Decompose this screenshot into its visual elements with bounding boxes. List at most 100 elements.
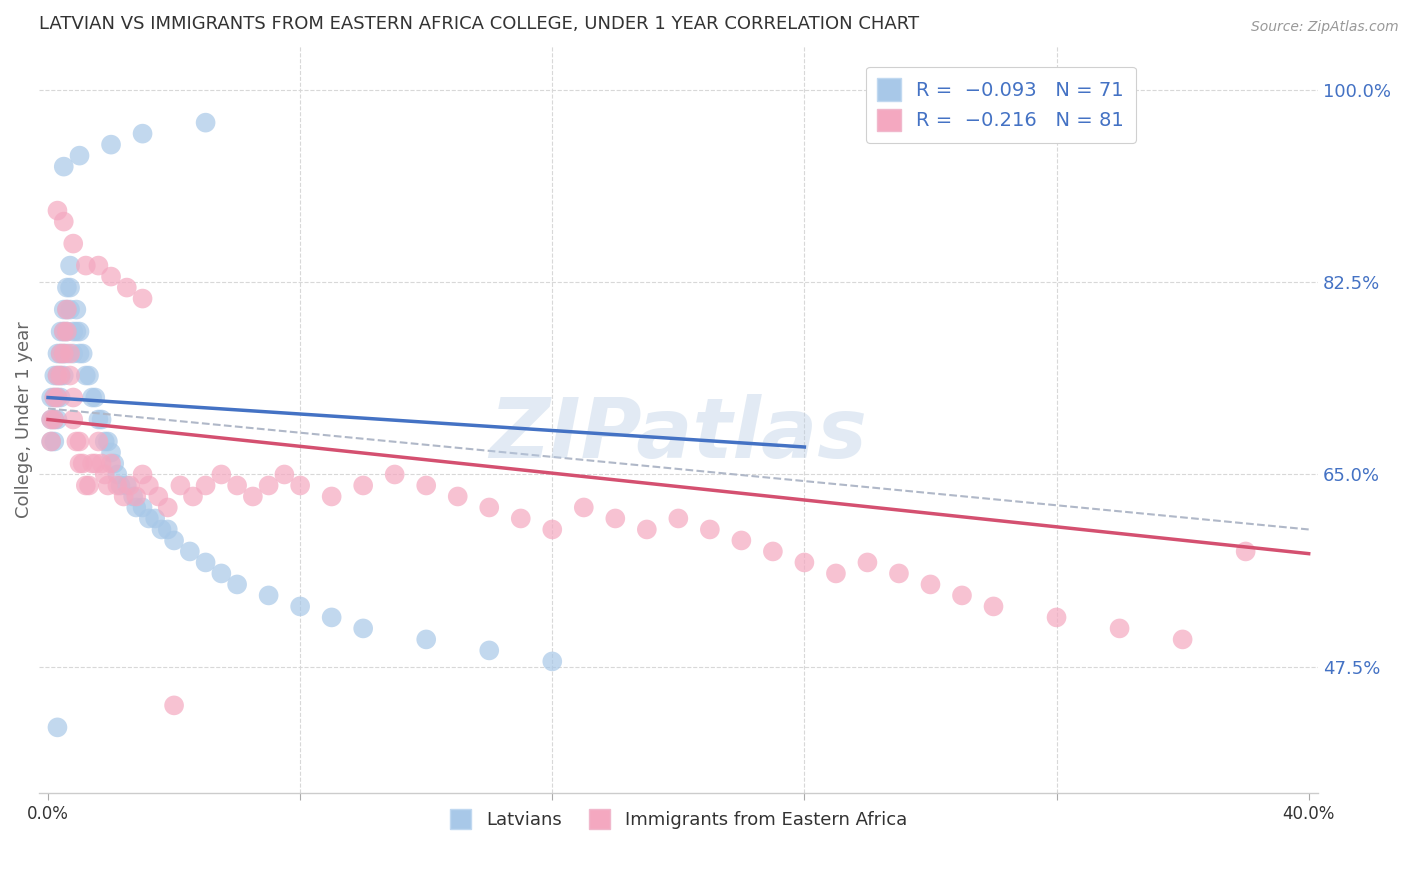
Point xyxy=(105,467,128,482)
Point xyxy=(415,478,437,492)
Point xyxy=(447,490,470,504)
Point xyxy=(49,325,72,339)
Point xyxy=(194,115,217,129)
Point xyxy=(87,259,110,273)
Point xyxy=(920,577,942,591)
Point xyxy=(56,346,79,360)
Point xyxy=(209,467,232,482)
Point xyxy=(46,391,69,405)
Point xyxy=(52,346,75,360)
Point xyxy=(321,610,343,624)
Point xyxy=(181,490,204,504)
Point xyxy=(59,302,82,317)
Point xyxy=(131,467,153,482)
Point xyxy=(97,478,120,492)
Point xyxy=(69,346,91,360)
Point xyxy=(93,434,115,449)
Point xyxy=(105,478,128,492)
Point xyxy=(478,643,501,657)
Point xyxy=(69,148,91,162)
Point xyxy=(100,445,122,459)
Point xyxy=(69,434,91,449)
Point xyxy=(636,523,658,537)
Point xyxy=(46,412,69,426)
Point xyxy=(273,467,295,482)
Point xyxy=(62,346,84,360)
Point xyxy=(115,280,138,294)
Point xyxy=(59,368,82,383)
Point xyxy=(97,434,120,449)
Point xyxy=(56,280,79,294)
Point xyxy=(72,346,94,360)
Point xyxy=(131,500,153,515)
Point xyxy=(52,368,75,383)
Point xyxy=(194,556,217,570)
Point xyxy=(62,236,84,251)
Point xyxy=(82,457,104,471)
Point xyxy=(1171,632,1194,647)
Point xyxy=(138,478,160,492)
Point xyxy=(44,434,66,449)
Point xyxy=(983,599,1005,614)
Point xyxy=(65,302,87,317)
Point xyxy=(59,280,82,294)
Point xyxy=(156,500,179,515)
Point xyxy=(825,566,848,581)
Point xyxy=(93,467,115,482)
Point xyxy=(49,346,72,360)
Point xyxy=(69,457,91,471)
Point xyxy=(143,511,166,525)
Point xyxy=(856,556,879,570)
Point xyxy=(44,391,66,405)
Point xyxy=(100,137,122,152)
Point xyxy=(52,346,75,360)
Point xyxy=(75,259,97,273)
Point xyxy=(179,544,201,558)
Point xyxy=(77,478,100,492)
Point xyxy=(39,412,62,426)
Point xyxy=(44,391,66,405)
Point xyxy=(242,490,264,504)
Y-axis label: College, Under 1 year: College, Under 1 year xyxy=(15,321,32,518)
Point xyxy=(52,302,75,317)
Point xyxy=(793,556,815,570)
Point xyxy=(72,457,94,471)
Point xyxy=(39,391,62,405)
Point xyxy=(52,214,75,228)
Point xyxy=(100,457,122,471)
Point xyxy=(82,391,104,405)
Point xyxy=(666,511,689,525)
Point xyxy=(46,368,69,383)
Point xyxy=(65,434,87,449)
Point xyxy=(112,490,135,504)
Legend: Latvians, Immigrants from Eastern Africa: Latvians, Immigrants from Eastern Africa xyxy=(443,801,914,837)
Point xyxy=(65,325,87,339)
Point xyxy=(44,412,66,426)
Point xyxy=(52,160,75,174)
Point xyxy=(762,544,785,558)
Point xyxy=(46,391,69,405)
Point xyxy=(131,292,153,306)
Point xyxy=(226,577,249,591)
Point xyxy=(90,457,112,471)
Point xyxy=(49,368,72,383)
Point xyxy=(44,368,66,383)
Point xyxy=(56,325,79,339)
Point xyxy=(541,523,564,537)
Point xyxy=(194,478,217,492)
Point xyxy=(46,720,69,734)
Point xyxy=(62,325,84,339)
Point xyxy=(87,434,110,449)
Point xyxy=(209,566,232,581)
Point xyxy=(478,500,501,515)
Point xyxy=(103,457,125,471)
Point xyxy=(56,302,79,317)
Text: Source: ZipAtlas.com: Source: ZipAtlas.com xyxy=(1251,20,1399,34)
Point xyxy=(352,622,374,636)
Point xyxy=(62,412,84,426)
Point xyxy=(352,478,374,492)
Point xyxy=(321,490,343,504)
Point xyxy=(56,302,79,317)
Point xyxy=(84,391,107,405)
Point xyxy=(49,346,72,360)
